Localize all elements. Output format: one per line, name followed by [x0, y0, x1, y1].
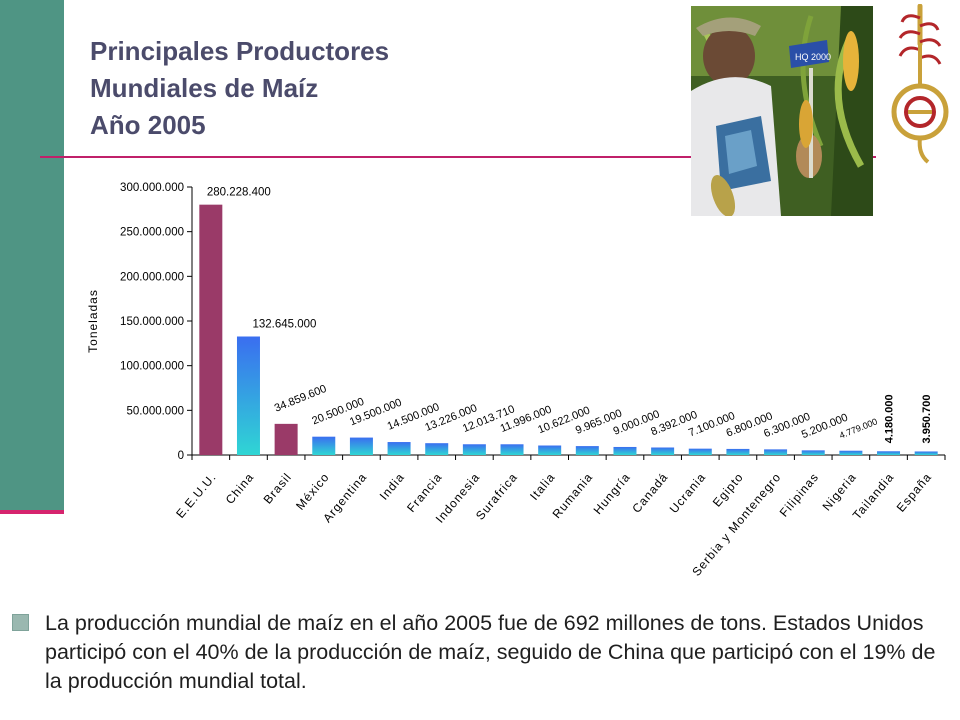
category-label: Rumania — [550, 470, 596, 521]
bar — [349, 437, 373, 455]
bar — [538, 445, 562, 455]
chart-axes: 0 50.000.000 100.000.000 150.000.000 200.000… — [86, 182, 946, 462]
title-line-1: Principales Productores — [90, 36, 390, 66]
category-label: Brasil — [261, 470, 295, 507]
bar — [688, 448, 712, 455]
value-label: 280.228.400 — [207, 187, 271, 199]
category-label: E.E.U.U. — [173, 470, 219, 521]
category-label: Hungría — [591, 470, 634, 517]
y-tick-label: 200.000.000 — [120, 271, 184, 283]
bar — [462, 444, 486, 455]
category-label: Filipinas — [777, 470, 822, 520]
title-underline — [40, 156, 876, 158]
square-bullet-icon — [12, 614, 29, 631]
category-label: Egipto — [710, 470, 746, 510]
bar — [575, 446, 599, 455]
maize-production-chart: 0 50.000.000 100.000.000 150.000.000 200.000… — [86, 182, 946, 579]
bar — [801, 450, 825, 455]
farmer-corn-photo: HQ 2000 — [691, 6, 873, 216]
y-tick-label: 250.000.000 — [120, 227, 184, 239]
bar — [764, 449, 788, 455]
value-label: 4.180.000 — [884, 394, 896, 443]
chart-bars — [199, 204, 938, 455]
chart-labels: 280.228.400 E.E.U.U. 132.645.000 China 34.85… — [173, 187, 934, 579]
y-tick-label: 100.000.000 — [120, 361, 184, 373]
photo-sign-text: HQ 2000 — [795, 52, 831, 62]
slide-title: Principales Productores Mundiales de Maí… — [90, 33, 650, 144]
bar — [914, 451, 938, 455]
title-line-3: Año 2005 — [90, 110, 206, 140]
bar — [274, 423, 298, 455]
y-tick-label: 150.000.000 — [120, 316, 184, 328]
bar — [839, 450, 863, 455]
bar — [651, 447, 675, 455]
summary-text: La producción mundial de maíz en el año … — [45, 611, 936, 693]
bar — [425, 443, 449, 455]
bar — [613, 446, 637, 455]
y-tick-label: 0 — [178, 450, 184, 462]
value-label: 132.645.000 — [252, 319, 316, 331]
bar — [312, 436, 336, 455]
value-label: 3.950.700 — [921, 395, 933, 444]
photo-illustration: HQ 2000 — [691, 6, 873, 216]
bar — [877, 451, 901, 455]
category-label: España — [894, 470, 935, 515]
left-decorative-band — [0, 0, 64, 512]
category-label: Canadá — [629, 470, 671, 516]
left-band-accent — [0, 510, 64, 514]
category-label: Italia — [527, 470, 558, 503]
value-label: 34.859.600 — [273, 383, 329, 415]
category-label: China — [223, 470, 257, 507]
y-axis-title: Toneladas — [86, 289, 100, 353]
title-line-2: Mundiales de Maíz — [90, 73, 319, 103]
bar — [726, 448, 750, 455]
logo-graphic — [891, 3, 949, 164]
category-label: Ucrania — [667, 470, 709, 516]
bar — [236, 336, 260, 455]
y-tick-label: 50.000.000 — [126, 405, 184, 417]
category-label: Nigeria — [820, 470, 860, 513]
y-tick-label: 300.000.000 — [120, 182, 184, 194]
bar — [500, 444, 524, 455]
bar — [387, 442, 411, 455]
category-label: India — [377, 470, 408, 503]
category-label: México — [293, 470, 332, 513]
wheat-emblem-logo — [888, 3, 950, 164]
bar — [199, 204, 223, 455]
